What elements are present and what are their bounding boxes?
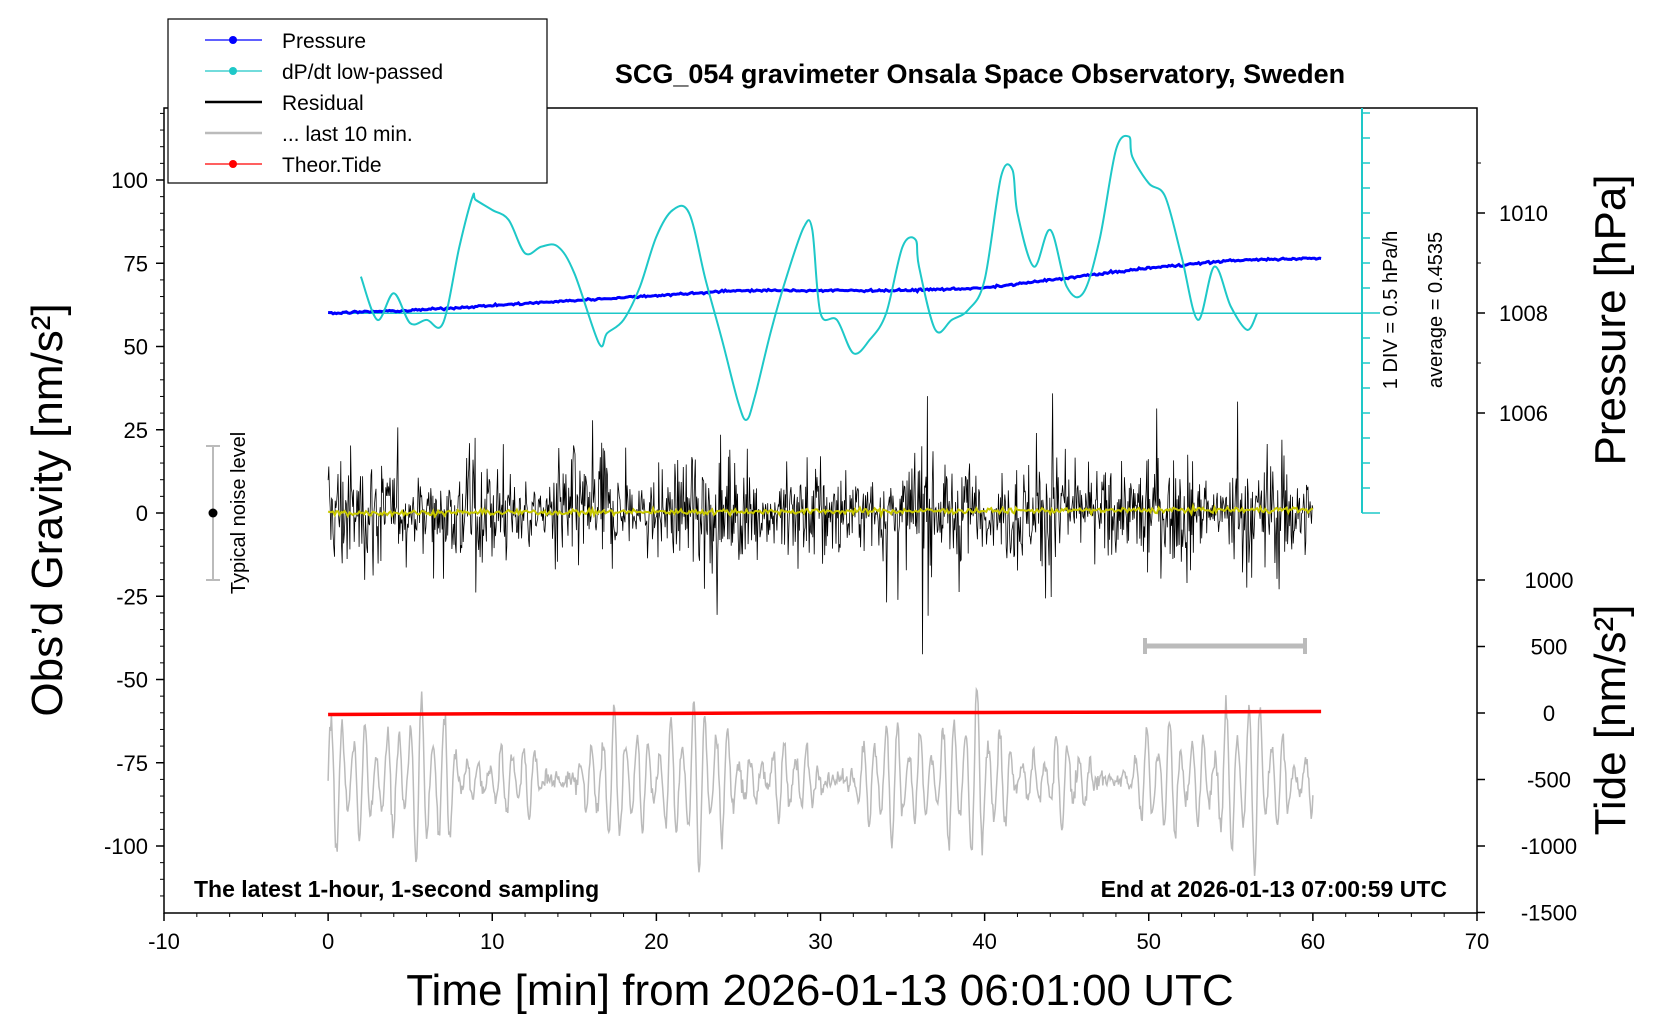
- y-tick-label-left: 25: [124, 418, 148, 443]
- y-tick-label-left: 50: [124, 335, 148, 360]
- annotation-sampling: The latest 1-hour, 1-second sampling: [194, 876, 599, 902]
- x-tick-label: 50: [1137, 929, 1161, 954]
- legend-entries: Pressure dP/dt low-passed Residual ... last…: [205, 30, 443, 177]
- dpdt-average-label: average = 0.4535: [1425, 232, 1447, 388]
- legend: Pressure dP/dt low-passed Residual ... last…: [167, 18, 548, 184]
- y-tick-label-tide: 1000: [1525, 568, 1574, 593]
- y-axis-title-pressure: Pressure [hPa]: [1586, 174, 1635, 465]
- y-axis-title-left: Obs’d Gravity [nm/s²]: [23, 303, 72, 716]
- legend-swatch-dot: [229, 160, 237, 168]
- x-tick-label: -10: [148, 929, 180, 954]
- last10-bar: [1143, 638, 1307, 654]
- last10-line: [327, 686, 1314, 876]
- x-tick-label: 10: [480, 929, 504, 954]
- chart-title: SCG_054 gravimeter Onsala Space Observat…: [615, 59, 1345, 89]
- legend-swatch-dot: [229, 36, 237, 44]
- dpdt-div-label: 1 DIV = 0.5 hPa/h: [1380, 231, 1402, 389]
- noise-label: Typical noise level: [228, 432, 250, 594]
- legend-label: dP/dt low-passed: [282, 61, 443, 84]
- y-tick-label-tide: 500: [1531, 635, 1568, 660]
- y-tick-label-pressure: 1010: [1499, 201, 1548, 226]
- legend-label: Pressure: [282, 30, 366, 53]
- x-tick-label: 30: [808, 929, 832, 954]
- y-axis-title-tide: Tide [nm/s²]: [1586, 605, 1635, 836]
- dpdt-scale-ticks: [1362, 112, 1380, 514]
- y-tick-label-tide: 0: [1543, 701, 1555, 726]
- noise-level-marker: Typical noise level: [206, 432, 250, 594]
- x-tick-label: 0: [322, 929, 334, 954]
- series-group: [327, 134, 1362, 876]
- residual-line: [327, 393, 1314, 655]
- y-tick-label-left: -75: [116, 751, 148, 776]
- noise-dot: [208, 508, 218, 518]
- legend-swatch-dot: [229, 67, 237, 75]
- dpdt-line: [359, 134, 1259, 421]
- y-tick-label-left: 75: [124, 251, 148, 276]
- axes-group: -10 0 10 20 30 40 50 60 701007550250-25-50-75-10…: [104, 112, 1577, 954]
- legend-label: ... last 10 min.: [282, 123, 413, 146]
- annotation-end-time: End at 2026-01-13 07:00:59 UTC: [1101, 876, 1447, 902]
- residual-lowpassed-line: [327, 502, 1314, 520]
- y-tick-label-tide: -500: [1527, 768, 1571, 793]
- dpdt-scale: 1 DIV = 0.5 hPa/h average = 0.4535: [1361, 108, 1447, 514]
- y-tick-label-tide: -1500: [1521, 901, 1577, 926]
- y-tick-label-pressure: 1008: [1499, 301, 1548, 326]
- y-tick-label-left: 0: [136, 501, 148, 526]
- x-tick-label: 70: [1465, 929, 1489, 954]
- legend-label: Theor.Tide: [282, 154, 382, 177]
- y-tick-label-left: 100: [111, 168, 148, 193]
- legend-label: Residual: [282, 92, 364, 115]
- y-tick-label-left: -50: [116, 668, 148, 693]
- y-tick-label-left: -100: [104, 834, 148, 859]
- y-tick-label-left: -25: [116, 584, 148, 609]
- x-tick-label: 20: [644, 929, 668, 954]
- pressure-line: [328, 256, 1322, 316]
- y-tick-label-pressure: 1006: [1499, 401, 1548, 426]
- y-tick-label-tide: -1000: [1521, 834, 1577, 859]
- x-tick-label: 60: [1301, 929, 1325, 954]
- tide-line: [328, 709, 1322, 717]
- x-tick-label: 40: [972, 929, 996, 954]
- x-axis-title: Time [min] from 2026-01-13 06:01:00 UTC: [406, 966, 1233, 1015]
